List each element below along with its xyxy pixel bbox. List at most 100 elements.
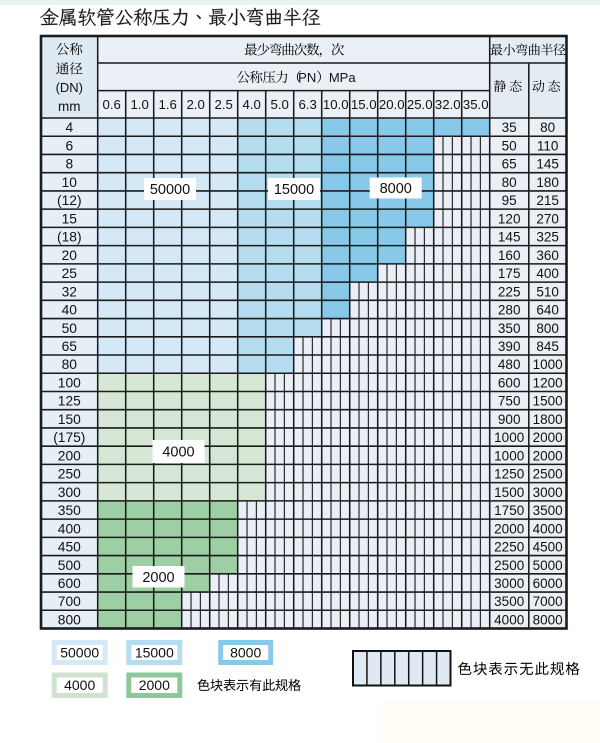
svg-text:145: 145 <box>498 230 521 245</box>
svg-text:8000: 8000 <box>230 645 261 661</box>
svg-text:15000: 15000 <box>135 645 174 661</box>
svg-text:2.5: 2.5 <box>215 97 233 112</box>
svg-text:3500: 3500 <box>494 594 524 609</box>
svg-text:215: 215 <box>536 193 559 208</box>
svg-text:150: 150 <box>58 412 81 427</box>
svg-text:(DN): (DN) <box>56 80 83 95</box>
svg-text:50000: 50000 <box>60 645 99 661</box>
svg-text:1.0: 1.0 <box>131 97 149 112</box>
svg-text:mm: mm <box>58 99 81 114</box>
svg-text:600: 600 <box>498 375 521 390</box>
svg-text:8000: 8000 <box>380 181 412 197</box>
svg-text:8: 8 <box>65 157 73 172</box>
svg-text:50000: 50000 <box>150 182 190 198</box>
svg-text:700: 700 <box>58 594 81 609</box>
svg-text:(175): (175) <box>53 430 85 445</box>
svg-text:40: 40 <box>62 303 78 318</box>
svg-text:2.0: 2.0 <box>187 97 205 112</box>
svg-text:800: 800 <box>536 321 559 336</box>
svg-text:750: 750 <box>498 394 521 409</box>
svg-text:845: 845 <box>536 339 559 354</box>
svg-text:400: 400 <box>58 521 81 536</box>
svg-text:8000: 8000 <box>533 613 563 628</box>
svg-text:5.0: 5.0 <box>271 97 289 112</box>
svg-text:65: 65 <box>502 157 517 172</box>
svg-text:325: 325 <box>536 230 559 245</box>
svg-text:350: 350 <box>58 503 81 518</box>
svg-text:175: 175 <box>498 266 521 281</box>
svg-text:32: 32 <box>62 284 77 299</box>
svg-text:390: 390 <box>498 339 521 354</box>
svg-text:1750: 1750 <box>494 503 524 518</box>
svg-text:225: 225 <box>498 284 521 299</box>
svg-text:6.3: 6.3 <box>299 97 317 112</box>
svg-text:25.0: 25.0 <box>407 97 433 112</box>
svg-text:110: 110 <box>537 138 559 153</box>
svg-text:1000: 1000 <box>494 448 524 463</box>
svg-text:6000: 6000 <box>533 576 563 591</box>
svg-text:1500: 1500 <box>494 485 524 500</box>
svg-text:35: 35 <box>502 120 517 135</box>
svg-text:95: 95 <box>502 193 517 208</box>
svg-text:1500: 1500 <box>533 394 563 409</box>
svg-text:2000: 2000 <box>142 570 174 586</box>
svg-text:80: 80 <box>540 120 555 135</box>
svg-text:2000: 2000 <box>533 448 563 463</box>
svg-text:280: 280 <box>498 303 521 318</box>
svg-text:10.0: 10.0 <box>323 97 349 112</box>
svg-text:4000: 4000 <box>162 445 194 461</box>
svg-text:900: 900 <box>498 412 521 427</box>
svg-text:350: 350 <box>498 321 521 336</box>
svg-text:1250: 1250 <box>494 467 524 482</box>
svg-text:50: 50 <box>502 138 517 153</box>
svg-text:4: 4 <box>65 120 73 135</box>
svg-text:200: 200 <box>58 448 81 463</box>
svg-text:2000: 2000 <box>533 430 563 445</box>
svg-text:300: 300 <box>58 485 81 500</box>
svg-text:15000: 15000 <box>274 182 314 198</box>
svg-text:450: 450 <box>58 540 81 555</box>
svg-text:100: 100 <box>58 375 81 390</box>
svg-text:125: 125 <box>58 394 81 409</box>
svg-text:2250: 2250 <box>494 540 524 555</box>
svg-text:600: 600 <box>58 576 81 591</box>
svg-text:360: 360 <box>536 248 559 263</box>
svg-text:35.0: 35.0 <box>463 97 489 112</box>
svg-text:180: 180 <box>536 175 559 190</box>
svg-text:250: 250 <box>58 467 81 482</box>
svg-text:10: 10 <box>62 175 78 190</box>
svg-text:15: 15 <box>62 211 78 226</box>
svg-text:MPa: MPa <box>329 70 357 85</box>
svg-text:500: 500 <box>58 558 81 573</box>
svg-text:32.0: 32.0 <box>435 97 461 112</box>
svg-text:4500: 4500 <box>533 540 563 555</box>
svg-text:145: 145 <box>536 157 559 172</box>
svg-text:80: 80 <box>502 175 517 190</box>
svg-text:160: 160 <box>498 248 521 263</box>
svg-text:5000: 5000 <box>533 558 563 573</box>
svg-text:6: 6 <box>65 138 73 153</box>
svg-text:640: 640 <box>536 303 559 318</box>
svg-text:20: 20 <box>62 248 78 263</box>
svg-text:800: 800 <box>58 613 81 628</box>
svg-text:2000: 2000 <box>139 677 170 693</box>
svg-text:1000: 1000 <box>494 430 524 445</box>
svg-text:1200: 1200 <box>533 375 563 390</box>
svg-text:4000: 4000 <box>64 677 95 693</box>
svg-text:3500: 3500 <box>533 503 563 518</box>
svg-text:50: 50 <box>62 321 78 336</box>
svg-text:(12): (12) <box>57 193 82 208</box>
svg-text:25: 25 <box>62 266 78 281</box>
svg-text:15.0: 15.0 <box>351 97 377 112</box>
svg-text:510: 510 <box>536 284 559 299</box>
svg-text:7000: 7000 <box>533 594 563 609</box>
svg-text:65: 65 <box>62 339 78 354</box>
svg-text:80: 80 <box>62 357 78 372</box>
svg-text:2500: 2500 <box>494 558 524 573</box>
svg-text:(18): (18) <box>57 230 82 245</box>
svg-text:4000: 4000 <box>494 613 524 628</box>
svg-text:120: 120 <box>498 211 521 226</box>
svg-text:1.6: 1.6 <box>159 97 177 112</box>
svg-text:2000: 2000 <box>494 521 524 536</box>
svg-text:3000: 3000 <box>533 485 563 500</box>
